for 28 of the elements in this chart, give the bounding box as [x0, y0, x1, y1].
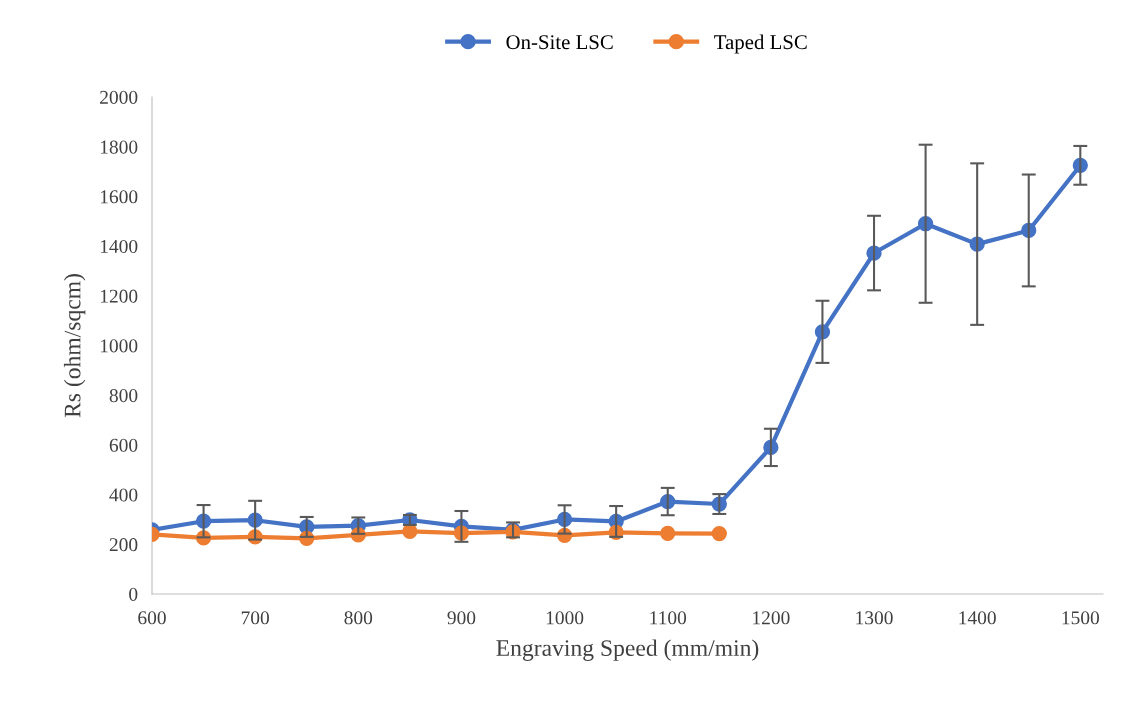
y-tick-label: 800 — [109, 389, 138, 403]
x-tick-label: 700 — [241, 611, 269, 625]
x-tick-label: 600 — [138, 611, 166, 625]
x-axis-title: Engraving Speed (mm/min) — [496, 639, 759, 661]
y-tick-label: 600 — [109, 438, 138, 452]
y-tick-label: 1800 — [100, 140, 138, 154]
x-tick-label: 1100 — [650, 611, 687, 625]
y-tick-label: 200 — [109, 538, 138, 552]
y-tick-label: 0 — [129, 587, 138, 601]
y-tick-label: 400 — [109, 488, 138, 502]
y-tick-label: 2000 — [100, 90, 138, 104]
y-tick-label: 1200 — [100, 289, 138, 303]
y-tick-label: 1600 — [100, 190, 138, 204]
y-axis-title: Rs (ohm/sqcm) — [63, 274, 86, 418]
x-tick-label: 1500 — [1062, 611, 1100, 625]
y-tick-label: 1400 — [100, 239, 138, 254]
x-tick-label: 1300 — [856, 611, 893, 625]
x-tick-label: 800 — [344, 611, 373, 625]
point — [402, 523, 418, 540]
x-tick-label: 1200 — [753, 611, 790, 625]
legend-label: Taped LSC — [714, 34, 807, 54]
legend-label: On-Site LSC — [506, 35, 613, 50]
y-tick-label: 1000 — [100, 339, 138, 353]
x-tick-label: 1400 — [959, 611, 996, 625]
x-tick-label: 1000 — [546, 611, 584, 625]
point — [660, 525, 676, 542]
x-tick-label: 900 — [447, 611, 476, 625]
point — [711, 525, 727, 542]
